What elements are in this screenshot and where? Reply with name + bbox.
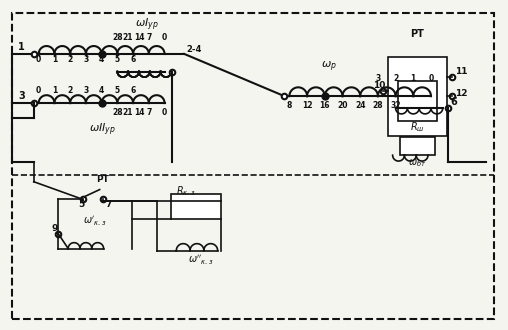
Text: $\omega'_{\kappa.з}$: $\omega'_{\kappa.з}$ [83, 214, 107, 228]
Text: 5: 5 [115, 86, 120, 95]
Text: 32: 32 [390, 101, 401, 110]
Text: 28: 28 [112, 108, 122, 117]
Bar [399, 138, 435, 155]
Text: 3: 3 [83, 55, 88, 64]
Text: 0: 0 [36, 55, 41, 64]
Text: 1: 1 [52, 86, 57, 95]
Text: 0: 0 [428, 75, 434, 83]
Text: $R_ш$: $R_ш$ [410, 120, 425, 134]
Text: 1: 1 [410, 75, 416, 83]
Text: 7: 7 [146, 108, 151, 117]
Text: 10: 10 [373, 81, 386, 90]
Text: 4: 4 [99, 86, 104, 95]
Text: 1: 1 [52, 55, 57, 64]
Text: 2: 2 [393, 75, 398, 83]
Text: 5: 5 [78, 200, 84, 209]
Text: 4: 4 [99, 55, 104, 64]
Text: 28: 28 [372, 101, 383, 110]
Text: 2-4: 2-4 [186, 45, 202, 54]
Bar [398, 82, 437, 121]
Text: 0: 0 [162, 108, 167, 117]
Text: 6: 6 [451, 97, 457, 107]
Text: 2: 2 [68, 55, 73, 64]
Text: $\omega II_{yp}$: $\omega II_{yp}$ [89, 122, 116, 138]
Text: 0: 0 [162, 33, 167, 42]
Text: 7: 7 [106, 200, 112, 209]
Text: 14: 14 [134, 33, 144, 42]
Text: 21: 21 [122, 108, 133, 117]
Text: 3: 3 [375, 75, 380, 83]
Text: 16: 16 [320, 101, 330, 110]
Text: 0: 0 [36, 86, 41, 95]
Text: $\omega_p$: $\omega_p$ [321, 60, 337, 75]
Text: 7: 7 [146, 33, 151, 42]
Text: $\omega''_{\kappa.з}$: $\omega''_{\kappa.з}$ [188, 254, 214, 267]
Text: 6: 6 [131, 55, 136, 64]
Text: 3: 3 [18, 91, 25, 101]
Text: 20: 20 [337, 101, 348, 110]
Text: 2: 2 [68, 86, 73, 95]
Text: 14: 14 [134, 108, 144, 117]
Text: 12: 12 [455, 89, 467, 98]
Bar [388, 57, 447, 136]
Text: 21: 21 [122, 33, 133, 42]
Text: 28: 28 [112, 33, 122, 42]
Text: 8: 8 [287, 101, 292, 110]
Text: 1: 1 [18, 42, 25, 52]
Text: 24: 24 [355, 101, 365, 110]
Text: 6: 6 [131, 86, 136, 95]
Text: 3: 3 [83, 86, 88, 95]
Text: $R_{\kappa.з}$: $R_{\kappa.з}$ [176, 184, 196, 198]
Text: 12: 12 [302, 101, 312, 110]
Bar [171, 194, 220, 219]
Text: 11: 11 [455, 67, 467, 76]
Text: $\omega I_{yp}$: $\omega I_{yp}$ [135, 17, 158, 33]
Text: PT: PT [96, 175, 109, 184]
Text: 5: 5 [115, 55, 120, 64]
Text: $\omega_{бт}$: $\omega_{бт}$ [408, 157, 426, 169]
Text: PT: PT [410, 29, 424, 39]
Text: 9: 9 [51, 224, 58, 233]
